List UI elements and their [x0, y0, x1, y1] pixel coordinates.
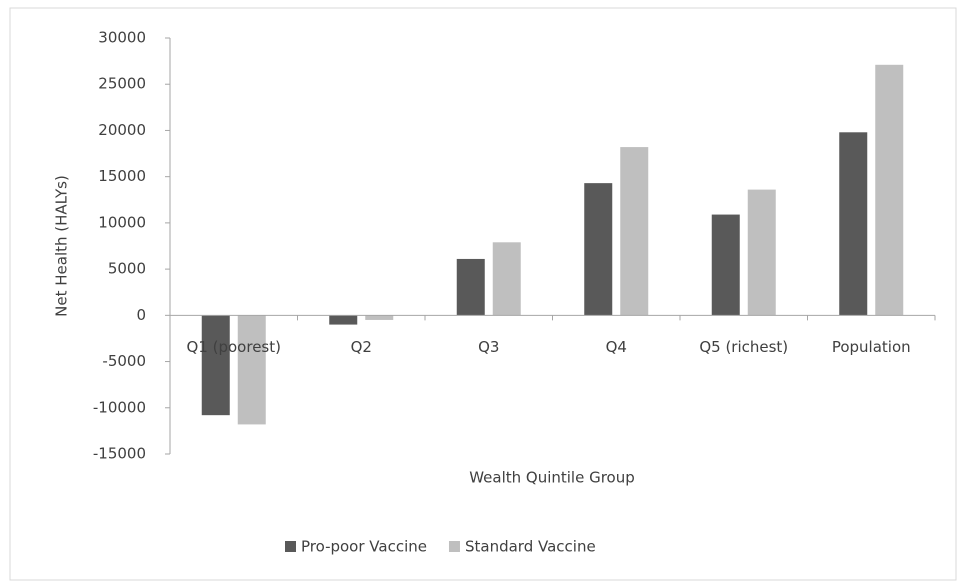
bar — [875, 64, 904, 316]
bar — [329, 315, 358, 325]
bar — [456, 258, 485, 316]
y-tick-label: -5000 — [102, 352, 146, 370]
x-axis-title: Wealth Quintile Group — [469, 469, 635, 487]
bar — [747, 189, 776, 316]
y-tick-label: -15000 — [93, 445, 146, 463]
x-tick-label: Population — [832, 338, 911, 356]
bar — [584, 183, 613, 316]
bar — [711, 214, 740, 316]
bar — [839, 132, 868, 316]
bar — [365, 315, 394, 320]
y-tick-label: 30000 — [98, 29, 146, 47]
legend-swatch — [448, 541, 460, 552]
y-tick-label: 20000 — [98, 121, 146, 139]
x-tick-label: Q5 (richest) — [699, 338, 788, 356]
y-tick-label: -10000 — [93, 398, 146, 416]
y-tick-label: 25000 — [98, 75, 146, 93]
x-tick-label: Q3 — [478, 338, 499, 356]
legend-swatch — [285, 541, 296, 552]
bar — [492, 242, 521, 316]
legend-label: Standard Vaccine — [465, 538, 596, 556]
y-axis-title: Net Health (HALYs) — [53, 175, 71, 317]
y-tick-label: 15000 — [98, 167, 146, 185]
y-tick-label: 0 — [136, 306, 146, 324]
x-tick-label: Q1 (poorest) — [187, 338, 281, 356]
y-tick-label: 10000 — [98, 213, 146, 231]
x-tick-label: Q4 — [606, 338, 627, 356]
bar — [201, 315, 230, 416]
bar — [237, 315, 266, 425]
x-tick-label: Q2 — [351, 338, 372, 356]
legend-label: Pro-poor Vaccine — [301, 538, 427, 556]
bar — [620, 147, 649, 316]
y-tick-label: 5000 — [108, 260, 146, 278]
